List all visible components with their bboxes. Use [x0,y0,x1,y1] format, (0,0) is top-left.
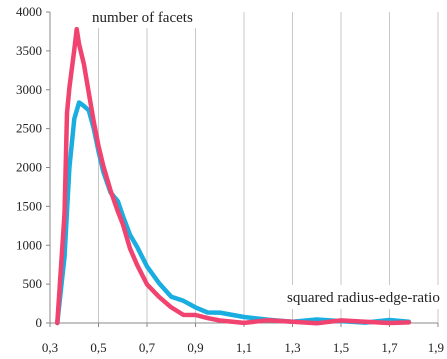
series-lines [55,26,412,326]
x-tick-label: 0,9 [187,340,203,355]
x-tick-label: 0,7 [139,340,156,355]
y-tick-label: 0 [36,315,43,330]
x-tick-label: 1,3 [284,340,300,355]
x-tick-label: 1,1 [236,340,252,355]
x-axis-annotation: squared radius-edge-ratio [287,290,440,306]
y-annotation-backdrop [86,4,208,28]
y-axis-annotation: number of facets [92,10,193,26]
y-tick-labels: 0 500 1000 1500 2000 2500 3000 3500 4000 [16,4,50,330]
y-tick-label: 2500 [16,121,42,136]
y-tick-label: 4000 [16,4,42,19]
y-tick-label: 2000 [16,160,42,175]
x-annotation-backdrop [282,285,444,309]
y-tick-label: 1500 [16,198,42,213]
x-tick-label: 0,3 [42,340,58,355]
grid-lines [98,12,439,323]
x-tick-label: 0,5 [90,340,106,355]
x-tick-label: 1,7 [381,340,398,355]
y-tick-label: 1000 [16,237,42,252]
y-tick-label: 3000 [16,82,42,97]
x-tick-label: 1,5 [333,340,349,355]
y-tick-label: 500 [23,276,43,291]
series-line-2 [55,26,412,326]
y-tick-label: 3500 [16,43,42,58]
x-tick-label: 1,9 [428,340,444,355]
x-tick-labels: 0,3 0,5 0,7 0,9 1,1 1,3 1,5 1,7 1,9 [42,323,444,355]
